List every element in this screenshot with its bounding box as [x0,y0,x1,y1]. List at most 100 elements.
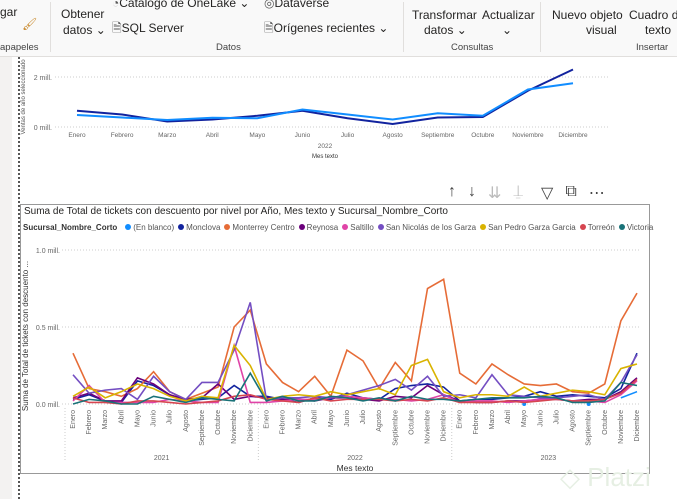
legend-label: Victoria [626,223,654,232]
legend-marker-icon [579,224,586,230]
new-visual-label2[interactable]: visual [586,23,617,37]
more-options-icon[interactable]: ⋯ [588,185,605,202]
x-tick-label: Junio [344,410,351,427]
x-tick-label: Julio [360,410,367,425]
x-tick-label: Abril [312,410,319,424]
platzi-watermark: ◇ Platzi [560,462,651,492]
group-portapapeles: apapeles [0,42,39,53]
get-data-button[interactable]: Obtener [61,7,105,21]
x-tick-label: Mayo [521,410,528,427]
legend-item[interactable]: Victoria [618,223,654,232]
new-visual-button[interactable]: Nuevo objeto [552,8,623,22]
x-tick-label: Octubre [602,410,609,435]
filter-icon[interactable]: ▽ [541,185,554,202]
legend-item[interactable]: San Nicolás de los Garza [377,223,476,232]
x-tick-label: Diciembre [441,410,448,442]
x-tick-label: Abril [505,410,512,424]
x-tick-label: Mayo [249,132,265,139]
y-tick-label: 2 mill. [34,75,52,82]
sql-server-icon: 🗎 [112,21,122,35]
arrow-up-icon[interactable]: ↑ [448,183,456,200]
legend-label: San Pedro Garza Garcia [488,223,576,232]
sql-label: SQL Server [121,21,184,35]
x-tick-label: Marzo [158,132,176,139]
legend-item[interactable]: Torreón [579,223,615,232]
y-tick-label: 0.0 mill. [36,402,60,409]
x-tick-label: Febrero [111,132,134,139]
legend-item[interactable]: Reynosa [298,223,339,232]
x-tick-label: Octubre [215,410,222,435]
x-tick-label: Julio [167,410,174,425]
dataverse-button[interactable]: ◎ Dataverse [264,0,329,10]
x-tick-label: Enero [70,410,77,429]
x-tick-label: Julio [341,132,355,139]
legend: Sucursal_Nombre_Corto (En blanco) Monclov… [23,223,653,232]
legend-item[interactable]: Monclova [178,223,220,232]
transform-data-dropdown[interactable]: datos ⌄ [424,23,467,37]
x-tick-label: Septiembre [421,132,455,139]
x-tick-label: Abril [118,410,125,424]
paste-button[interactable]: gar [0,5,18,19]
y-tick-label: 0 mill. [34,125,52,132]
dataverse-icon: ◎ [264,0,275,10]
text-box-button[interactable]: Cuadro de [629,8,677,22]
legend-item[interactable]: Monterrey Centro [224,223,295,232]
x-tick-label: Agosto [376,410,383,432]
top-line-chart[interactable]: 0 mill. 2 mill. Ventas de año seleccionado… [0,57,677,167]
recent-sources-button[interactable]: 🗎 Orígenes recientes ⌄ [264,19,388,40]
recent-label: Orígenes recientes ⌄ [273,21,389,35]
y-tick-label: 1.0 mill. [36,248,60,255]
x-tick-label: Diciembre [247,410,254,442]
legend-label: Reynosa [306,223,339,232]
onelake-button[interactable]: ◔ Catálogo de OneLake ⌄ [112,0,249,10]
year-label: 2023 [541,455,557,462]
get-data-dropdown[interactable]: datos ⌄ [63,23,106,37]
arrow-down-icon[interactable]: ↓ [468,183,476,200]
x-tick-label: Noviembre [231,410,238,444]
x-tick-label: Enero [457,410,464,429]
x-tick-label: Marzo [296,410,303,430]
year-label: 2021 [154,455,170,462]
x-tick-label: Octubre [408,410,415,435]
sql-server-button[interactable]: 🗎 SQL Server [112,19,184,40]
refresh-dropdown[interactable]: ⌄ [502,23,513,37]
x-axis-title: Mes texto [312,154,339,160]
text-box-label2[interactable]: texto [645,23,672,37]
legend-item[interactable]: Saltillo [342,223,374,232]
x-tick-label: Diciembre [634,410,641,442]
legend-marker-icon [224,224,231,230]
page-boundary [18,57,20,499]
x-tick-label: Febrero [86,410,93,435]
series-line [72,371,638,405]
group-consultas: Consultas [451,42,494,53]
y-axis-title: Ventas de año seleccionado [21,59,27,135]
legend-item[interactable]: San Pedro Garza Garcia [480,223,576,232]
group-insertar: Insertar [636,42,669,53]
x-tick-label: Febrero [473,410,480,435]
x-tick-label: Junio [537,410,544,427]
series-line [72,343,638,402]
x-tick-label: Agosto [183,410,190,432]
refresh-button[interactable]: Actualizar [482,8,535,22]
legend-marker-icon [618,224,625,230]
expand-hierarchy-icon[interactable]: ⍊ [513,183,524,200]
year-label: 2022 [318,143,333,150]
legend-marker-icon [178,224,185,230]
dataverse-label: Dataverse [274,0,330,10]
x-tick-label: Noviembre [618,410,625,444]
main-line-chart[interactable]: 0.0 mill. 0.5 mill. 1.0 mill. Suma de Total… [0,236,677,480]
transform-data-button[interactable]: Transformar [412,8,477,22]
legend-item[interactable]: (En blanco) [125,223,174,232]
main-visual-frame[interactable] [20,204,650,474]
focus-mode-icon[interactable]: ⧉ [565,183,577,200]
legend-marker-icon [480,224,487,230]
x-tick-label: Septiembre [392,410,399,446]
double-arrow-down-icon[interactable]: ⇊ [488,185,502,202]
x-tick-label: Abril [206,132,220,139]
legend-label: Torreón [587,223,615,232]
legend-label: (En blanco) [133,223,175,232]
format-painter-icon[interactable]: 🖌 [22,17,38,31]
y-axis-title: Suma de Total de tickets con descuento .… [21,261,30,411]
legend-label: Monclova [186,223,221,232]
x-tick-label: Noviembre [512,132,544,139]
